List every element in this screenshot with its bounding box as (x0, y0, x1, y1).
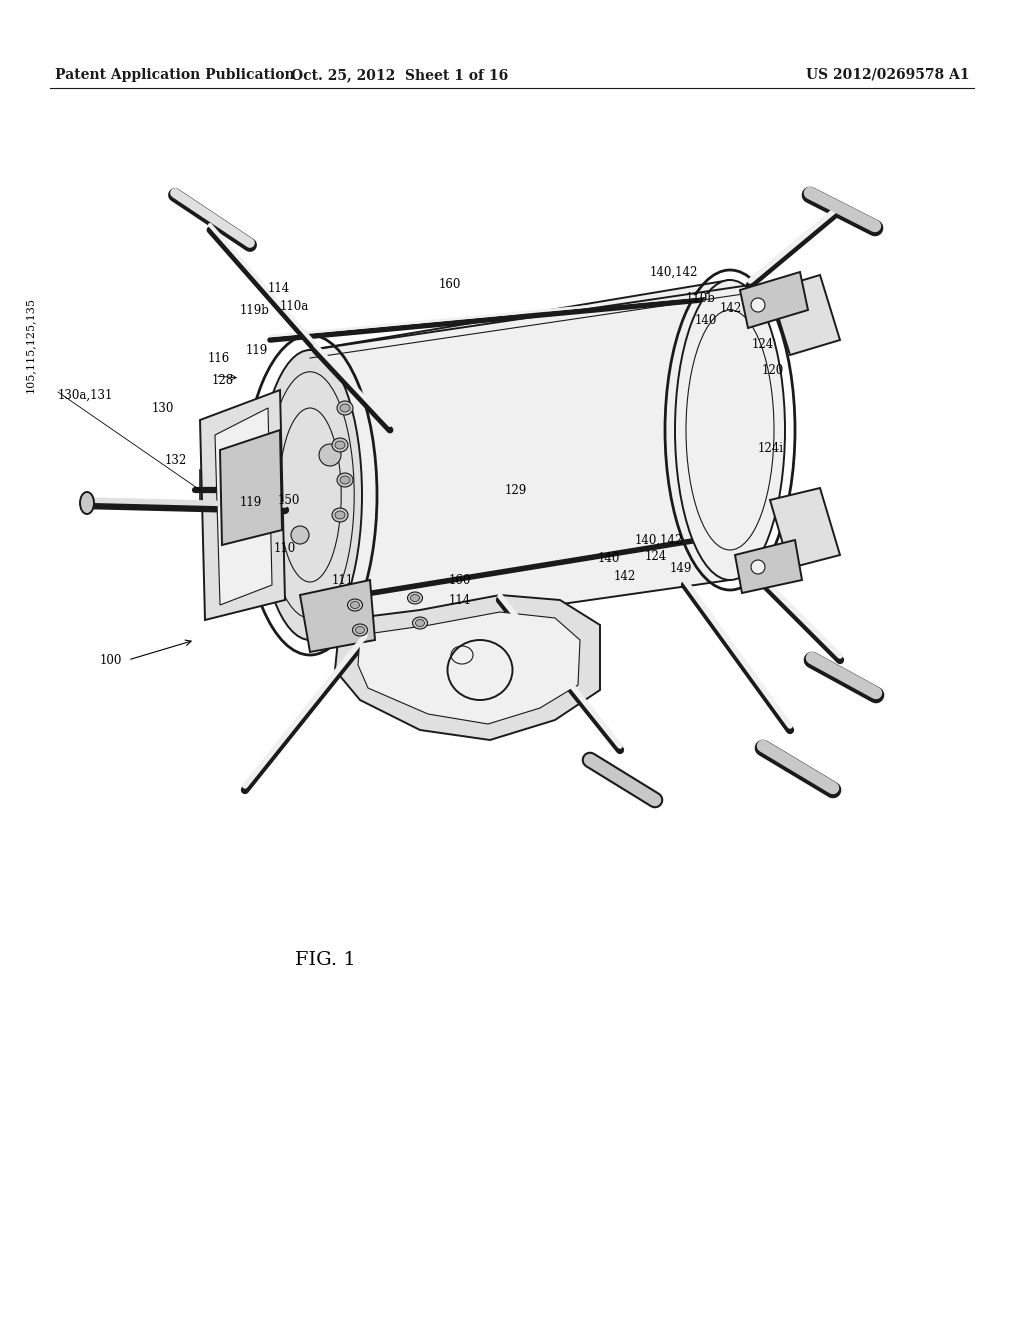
Polygon shape (200, 389, 285, 620)
Text: US 2012/0269578 A1: US 2012/0269578 A1 (807, 69, 970, 82)
Text: 130a,131: 130a,131 (58, 388, 114, 401)
Text: 124i: 124i (758, 441, 784, 454)
Ellipse shape (291, 525, 309, 544)
Polygon shape (220, 430, 282, 545)
Text: 110a: 110a (280, 300, 309, 313)
Text: 129: 129 (505, 483, 527, 496)
Text: 119: 119 (246, 343, 268, 356)
Text: 124: 124 (645, 550, 668, 564)
Text: 120: 120 (762, 363, 784, 376)
Polygon shape (740, 272, 808, 327)
Ellipse shape (335, 511, 345, 519)
Text: 140: 140 (598, 552, 621, 565)
Ellipse shape (413, 616, 427, 630)
Text: 160: 160 (449, 573, 471, 586)
Polygon shape (335, 595, 600, 741)
Text: 128: 128 (212, 374, 234, 387)
Ellipse shape (258, 350, 362, 640)
Polygon shape (770, 488, 840, 568)
Text: 149: 149 (670, 561, 692, 574)
Ellipse shape (332, 438, 348, 451)
Ellipse shape (340, 404, 350, 412)
Text: 140,142: 140,142 (650, 265, 698, 279)
Text: 142: 142 (614, 569, 636, 582)
Text: 124: 124 (752, 338, 774, 351)
Text: Oct. 25, 2012  Sheet 1 of 16: Oct. 25, 2012 Sheet 1 of 16 (292, 69, 509, 82)
Ellipse shape (350, 602, 359, 609)
Text: 110: 110 (274, 541, 296, 554)
Text: 150: 150 (278, 494, 300, 507)
Ellipse shape (411, 594, 420, 602)
Text: 110b: 110b (686, 292, 716, 305)
Text: 119: 119 (240, 495, 262, 508)
Text: 132: 132 (165, 454, 187, 466)
Ellipse shape (319, 444, 341, 466)
Text: 130: 130 (152, 401, 174, 414)
Text: 119b: 119b (240, 304, 270, 317)
Text: 100: 100 (100, 653, 123, 667)
Ellipse shape (332, 508, 348, 521)
Ellipse shape (355, 627, 365, 634)
Text: Patent Application Publication: Patent Application Publication (55, 69, 295, 82)
Polygon shape (310, 280, 730, 640)
Polygon shape (358, 612, 580, 723)
Polygon shape (735, 540, 802, 593)
Ellipse shape (352, 624, 368, 636)
Polygon shape (300, 579, 375, 652)
Text: 160: 160 (439, 279, 461, 292)
Polygon shape (215, 408, 272, 605)
Text: 114: 114 (268, 281, 290, 294)
Ellipse shape (408, 591, 423, 605)
Ellipse shape (335, 441, 345, 449)
Text: 111: 111 (332, 573, 354, 586)
Ellipse shape (751, 560, 765, 574)
Text: 140: 140 (695, 314, 718, 326)
Ellipse shape (340, 477, 350, 484)
Ellipse shape (337, 473, 353, 487)
Text: 142: 142 (720, 301, 742, 314)
Text: 105,115,125,135: 105,115,125,135 (25, 297, 35, 393)
Text: 140,142: 140,142 (635, 533, 683, 546)
Ellipse shape (347, 599, 362, 611)
Polygon shape (770, 275, 840, 355)
Ellipse shape (751, 298, 765, 312)
Text: 114: 114 (449, 594, 471, 606)
Ellipse shape (337, 401, 353, 414)
Ellipse shape (80, 492, 94, 513)
Ellipse shape (416, 619, 425, 627)
Text: FIG. 1: FIG. 1 (295, 950, 355, 969)
Ellipse shape (675, 280, 785, 579)
Text: 116: 116 (208, 351, 230, 364)
